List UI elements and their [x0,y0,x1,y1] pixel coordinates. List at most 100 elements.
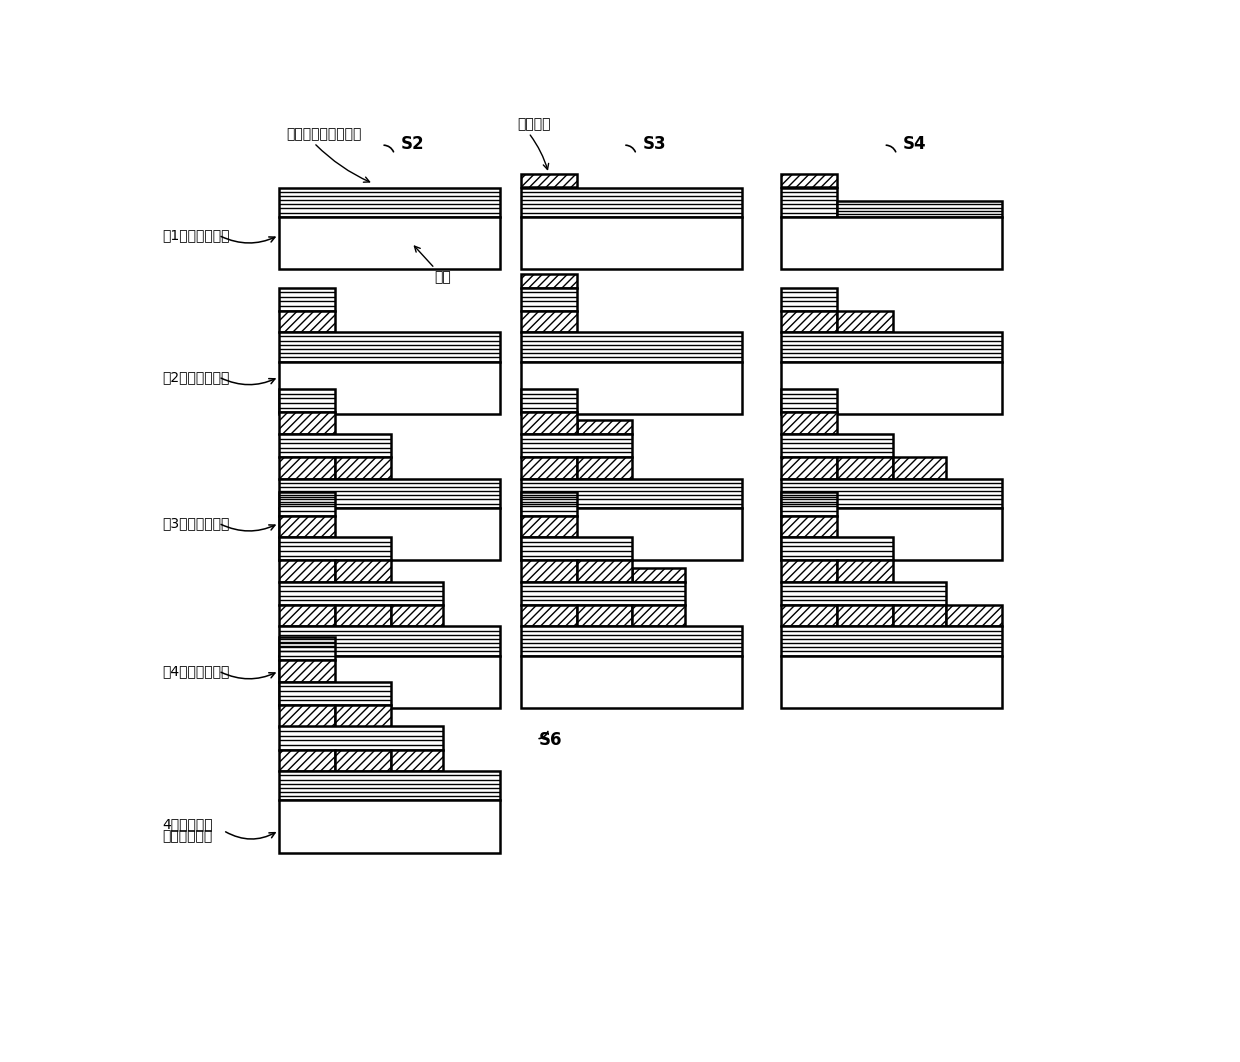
Bar [279,750,335,771]
Bar [279,560,335,582]
Bar [279,288,335,311]
Bar [521,537,632,560]
Bar [279,682,391,705]
Bar [781,515,837,537]
Bar [781,493,837,515]
Bar [279,771,500,801]
Bar [837,560,893,582]
Bar [521,288,577,311]
Bar [893,605,946,627]
Bar [521,412,577,434]
Bar [632,568,686,582]
Bar [279,726,444,750]
Bar [781,361,1002,414]
Bar [279,515,335,537]
Bar [279,311,335,332]
Bar [279,605,335,627]
Bar [521,361,742,414]
Bar [279,637,335,661]
Text: S4: S4 [903,135,926,153]
Bar [781,655,1002,708]
Bar [781,537,893,560]
Bar [577,560,632,582]
Bar [521,274,577,288]
Bar [521,605,577,627]
Bar [279,188,500,217]
Bar [521,655,742,708]
Bar [781,560,837,582]
Bar [893,457,946,479]
Bar [279,801,500,853]
Text: 金属薄膜: 金属薄膜 [517,117,551,132]
Bar [521,479,742,508]
Bar [279,627,500,655]
Bar [945,605,1002,627]
Bar [279,412,335,434]
Text: S6: S6 [538,732,562,750]
Bar [279,457,335,479]
Bar [279,479,500,508]
Bar [521,560,577,582]
Bar [279,508,500,560]
Bar [781,627,1002,655]
Text: 多光谱滤光片: 多光谱滤光片 [162,829,213,843]
Bar [521,174,577,188]
Bar [781,332,1002,361]
Bar [279,493,335,515]
Bar [279,705,335,726]
Text: 第3光谱通道制备: 第3光谱通道制备 [162,516,231,530]
Bar [521,627,742,655]
Bar [279,661,335,682]
Bar [837,457,893,479]
Bar [837,605,893,627]
Bar [335,705,391,726]
Text: 第1光谱通道制备: 第1光谱通道制备 [162,228,231,242]
Text: 基底: 基底 [435,270,451,284]
Bar [521,457,577,479]
Bar [391,605,444,627]
Bar [521,515,577,537]
Bar [521,508,742,560]
Bar [781,188,837,217]
Bar [837,202,1002,217]
Bar [279,434,391,457]
Bar [335,750,391,771]
Bar [335,560,391,582]
Bar [577,457,632,479]
Text: S2: S2 [401,135,424,153]
Bar [335,457,391,479]
Bar [781,582,945,605]
Bar [521,582,684,605]
Bar [335,605,391,627]
Bar [781,217,1002,269]
Bar [521,311,577,332]
Bar [279,655,500,708]
Text: 4通道像元级: 4通道像元级 [162,818,213,832]
Bar [577,421,632,434]
Text: 第2光谱通道制备: 第2光谱通道制备 [162,370,231,384]
Bar [781,479,1002,508]
Bar [521,217,742,269]
Bar [279,361,500,414]
Bar [781,288,837,311]
Bar [279,217,500,269]
Bar [632,605,686,627]
Bar [521,434,632,457]
Bar [391,750,444,771]
Bar [781,605,837,627]
Bar [279,582,444,605]
Bar [521,188,742,217]
Bar [521,493,577,515]
Bar [781,457,837,479]
Bar [781,508,1002,560]
Bar [279,390,335,412]
Bar [781,174,837,188]
Bar [521,332,742,361]
Bar [781,434,893,457]
Bar [279,332,500,361]
Text: 第一宽带通滤光膜堆: 第一宽带通滤光膜堆 [286,127,362,141]
Bar [837,311,893,332]
Bar [781,412,837,434]
Bar [781,390,837,412]
Text: 第4光谱通道制备: 第4光谱通道制备 [162,664,231,678]
